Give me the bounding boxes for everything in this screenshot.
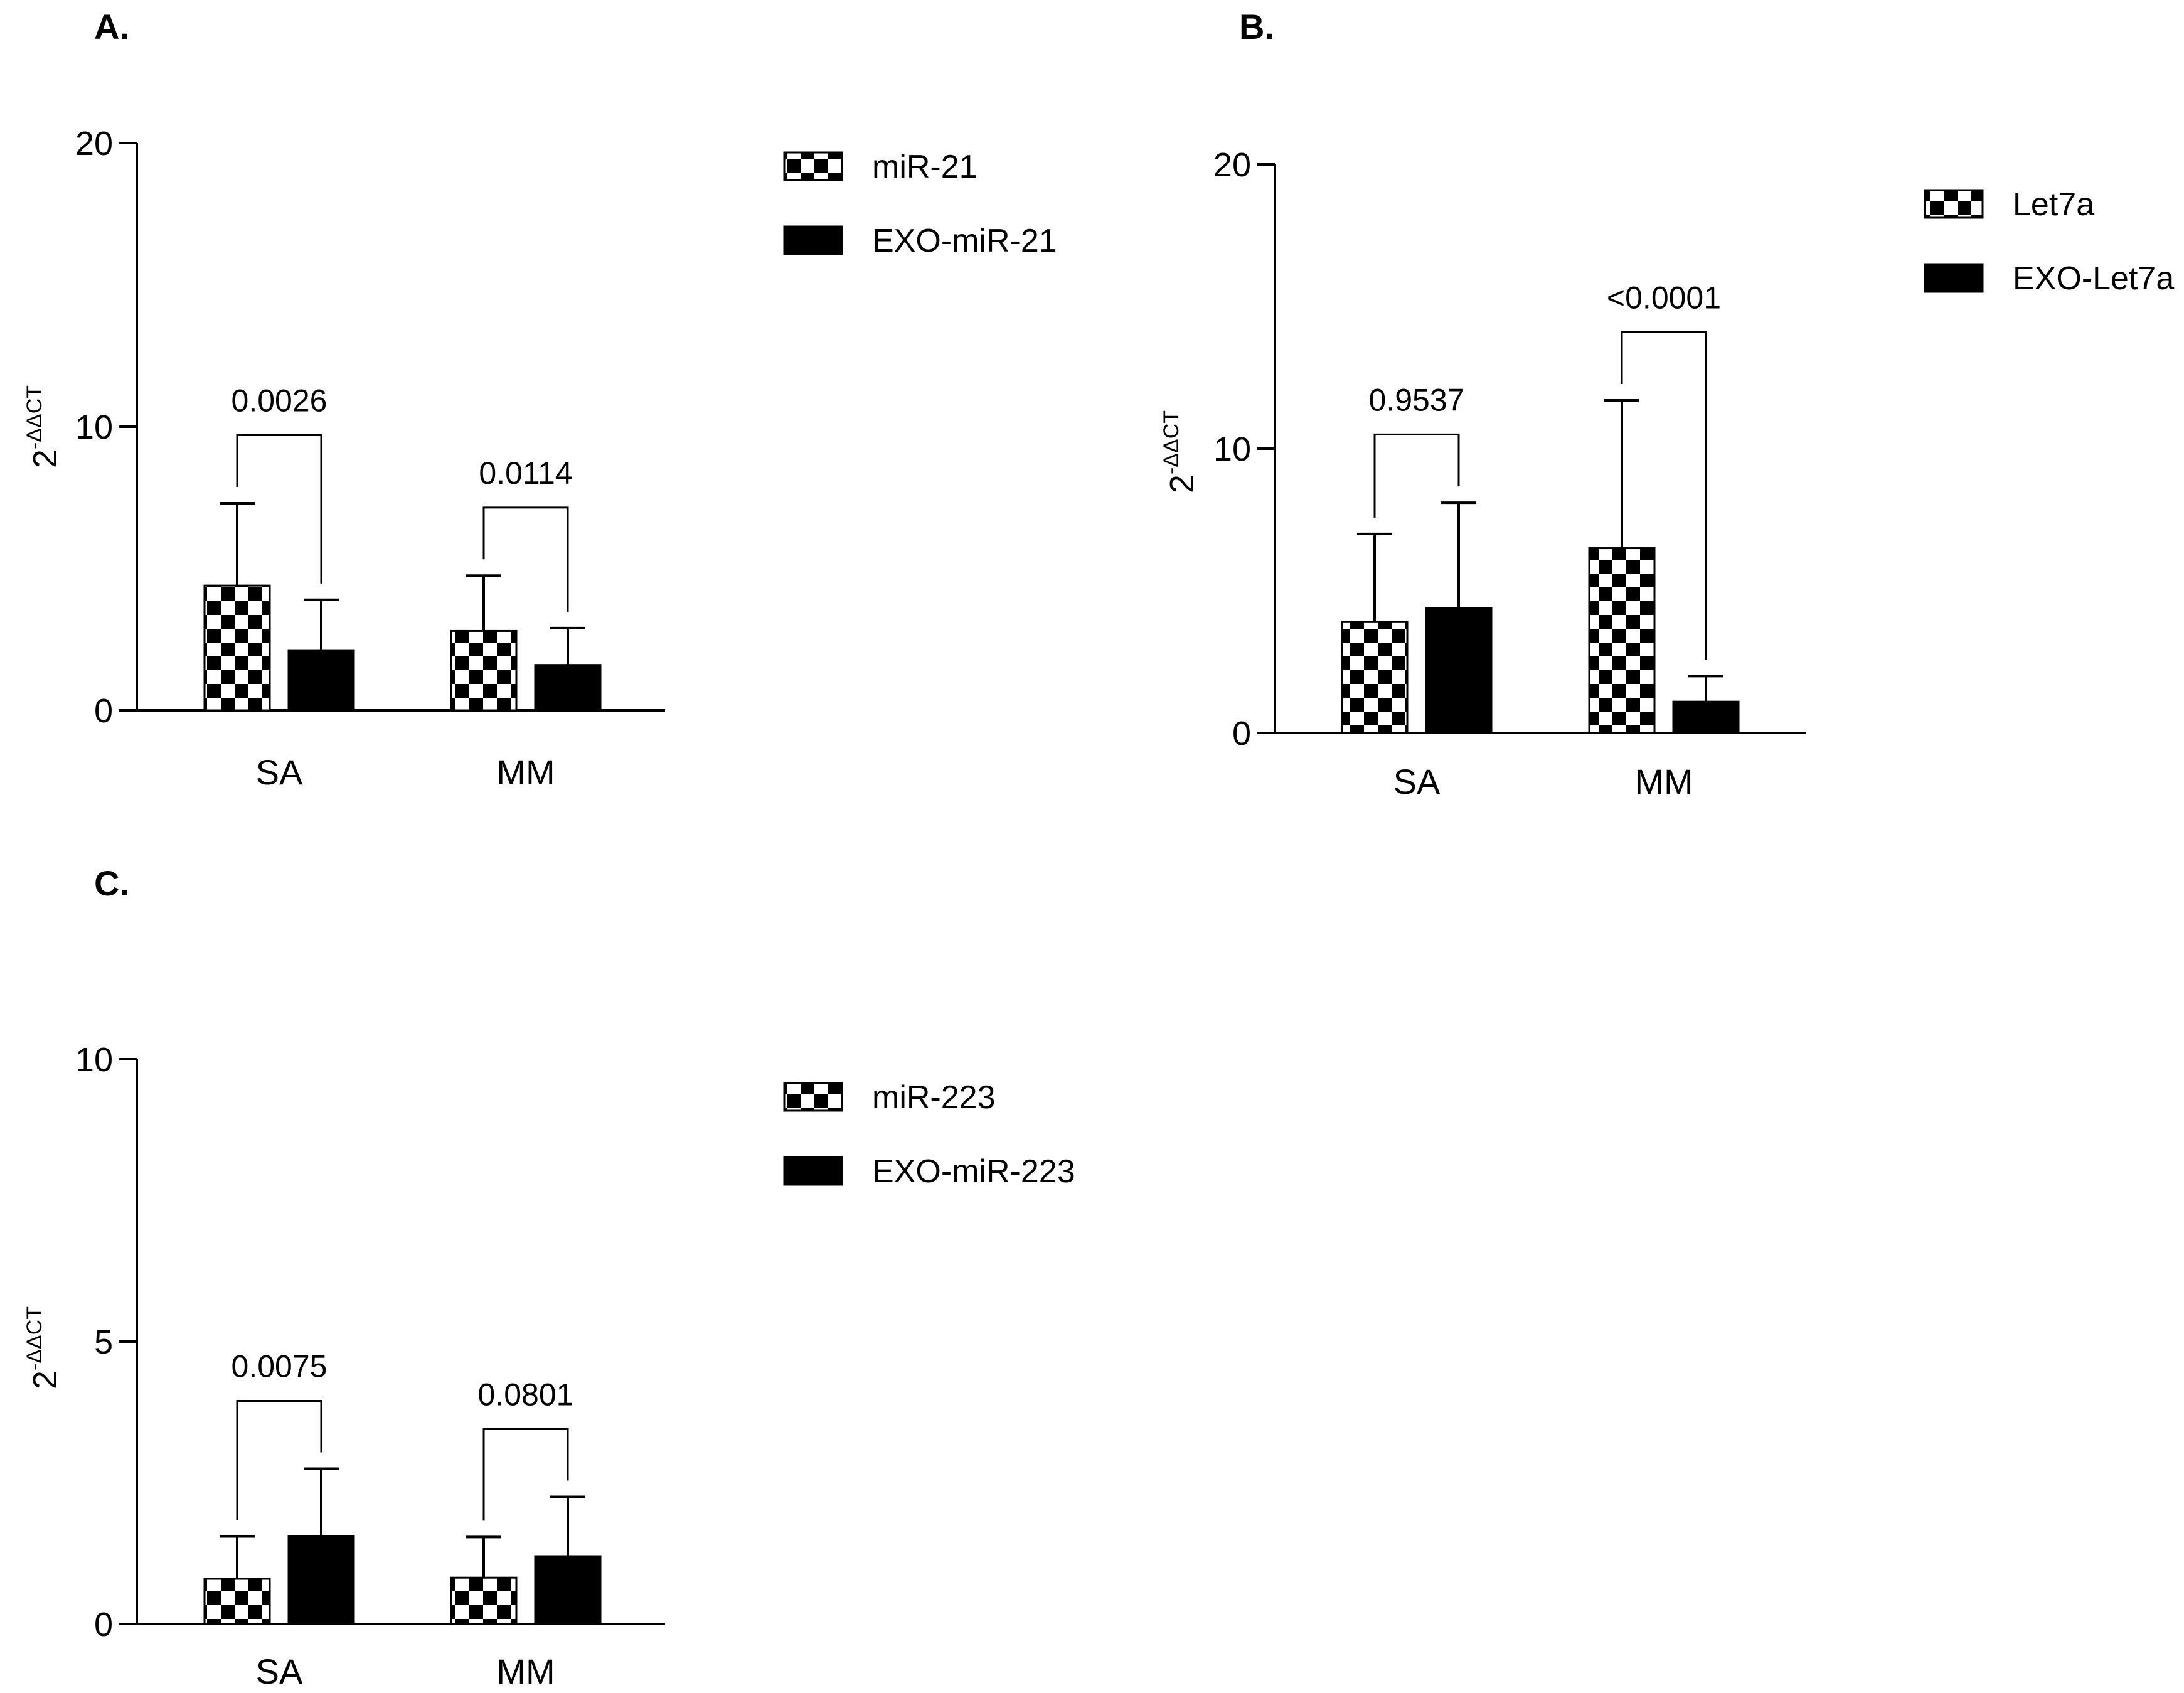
y-tick-label: 0 [94, 692, 113, 730]
y-tick-label: 5 [94, 1323, 113, 1361]
bar-mm-exo-let7a [1673, 702, 1739, 733]
legend-label-mir-21: miR-21 [872, 149, 977, 185]
y-axis-label: 2-ΔΔCT [1159, 410, 1201, 493]
p-value-sa: 0.9537 [1369, 382, 1465, 417]
bar-mm-let7a [1589, 548, 1654, 733]
significance-bracket-mm [484, 508, 568, 612]
y-axis-label-base: 2 [26, 449, 64, 468]
y-tick-label: 10 [1213, 430, 1251, 468]
panel-b-label: B. [1239, 6, 1274, 47]
y-axis-label-base: 2 [26, 1370, 64, 1389]
legend-label-mir-223: miR-223 [872, 1079, 996, 1116]
y-tick-label: 10 [75, 1041, 113, 1079]
p-value-sa: 0.0026 [232, 383, 328, 419]
bar-mm-mir-223 [451, 1578, 516, 1624]
significance-bracket-sa [237, 1401, 321, 1520]
y-axis-label-exponent: -ΔΔCT [1159, 410, 1183, 474]
category-label-sa: SA [256, 1652, 303, 1691]
chart-panel-b: 0 10 20 2-ΔΔCT 0.9537 SA <0.0001 MM Let7a EXO-Let… [1129, 63, 2184, 897]
legend-swatch-exo-mir-223 [784, 1157, 842, 1185]
bar-mm-exo-mir-223 [535, 1556, 600, 1624]
legend-swatch-mir-21 [784, 152, 842, 180]
legend-label-exo-let7a: EXO-Let7a [2013, 260, 2174, 297]
bar-sa-mir-223 [205, 1579, 270, 1624]
category-label-sa: SA [1393, 762, 1441, 801]
significance-bracket-mm [484, 1429, 568, 1521]
panel-a-label: A. [94, 6, 129, 47]
bar-sa-mir-21 [205, 585, 270, 710]
bar-mm-mir-21 [451, 631, 516, 710]
p-value-mm: 0.0801 [478, 1377, 574, 1413]
p-value-sa: 0.0075 [232, 1349, 328, 1384]
bar-sa-exo-mir-21 [289, 651, 354, 710]
category-label-mm: MM [1634, 762, 1693, 801]
y-tick-label: 20 [1213, 146, 1251, 184]
y-axis-label-exponent: -ΔΔCT [23, 1306, 46, 1370]
category-label-mm: MM [496, 752, 555, 792]
legend-label-exo-mir-21: EXO-miR-21 [872, 223, 1057, 259]
bar-sa-exo-let7a [1426, 608, 1491, 733]
y-tick-label: 20 [75, 125, 113, 163]
legend-swatch-mir-223 [784, 1083, 842, 1111]
bar-mm-exo-mir-21 [535, 665, 600, 710]
y-tick-label: 0 [94, 1606, 113, 1643]
category-label-sa: SA [256, 752, 303, 792]
p-value-mm: <0.0001 [1607, 280, 1721, 315]
chart-panel-c: 0 5 10 2-ΔΔCT 0.0075 SA 0.0801 MM miR-223 EXO-miR… [0, 915, 1129, 1693]
significance-bracket-sa [237, 435, 321, 584]
legend-label-let7a: Let7a [2013, 186, 2094, 223]
y-axis-label-exponent: -ΔΔCT [23, 385, 46, 449]
y-axis-label-base: 2 [1163, 474, 1201, 493]
chart-panel-a: 0 10 20 2-ΔΔCT 0.0026 SA 0.0114 MM miR-21 EXO-miR… [0, 63, 1129, 897]
y-axis-label: 2-ΔΔCT [23, 385, 64, 468]
category-label-mm: MM [496, 1652, 555, 1691]
legend-swatch-exo-mir-21 [784, 227, 842, 254]
bar-sa-let7a [1342, 622, 1407, 733]
bar-sa-exo-mir-223 [289, 1537, 354, 1625]
y-axis-label: 2-ΔΔCT [23, 1306, 64, 1389]
p-value-mm: 0.0114 [479, 456, 572, 491]
legend-swatch-let7a [1925, 190, 1983, 218]
y-tick-label: 10 [75, 409, 113, 446]
significance-bracket-sa [1375, 434, 1459, 518]
legend-label-exo-mir-223: EXO-miR-223 [872, 1153, 1075, 1190]
legend-swatch-exo-let7a [1925, 264, 1983, 292]
y-tick-label: 0 [1232, 715, 1251, 752]
